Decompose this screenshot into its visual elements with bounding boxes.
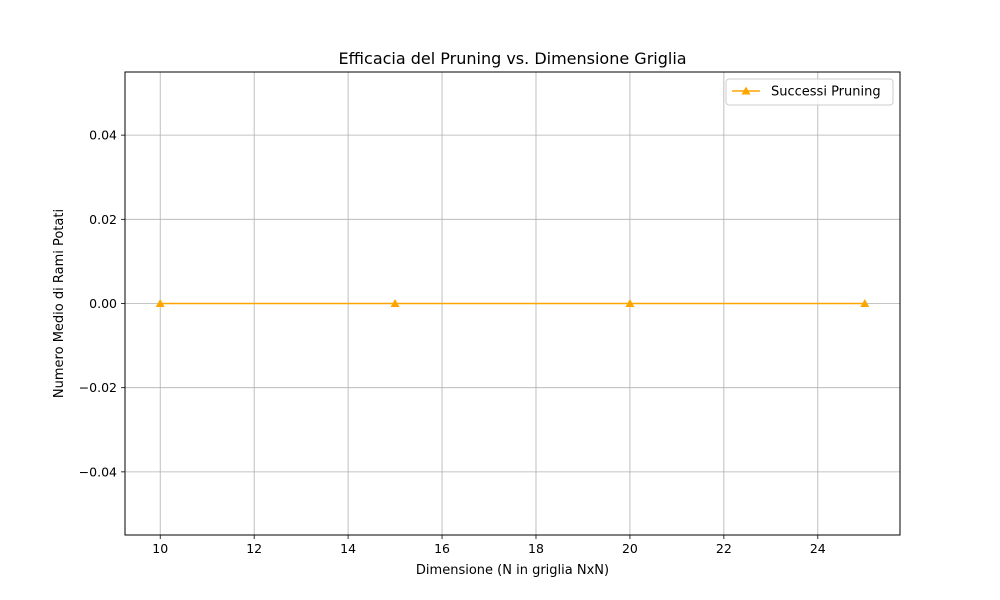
legend: Successi Pruning (725, 78, 894, 106)
x-tick-label: 14 (340, 541, 356, 556)
x-tick-label: 18 (528, 541, 544, 556)
data-point-marker (860, 299, 870, 307)
series-layer (155, 299, 870, 307)
y-tick-label: −0.04 (79, 464, 117, 479)
x-tick-label: 10 (152, 541, 168, 556)
x-axis-label: Dimensione (N in griglia NxN) (416, 563, 609, 578)
y-tick-label: 0.02 (89, 212, 117, 227)
x-axis-ticks: 10 12 14 16 18 20 22 24 (152, 535, 826, 556)
x-tick-label: 12 (246, 541, 262, 556)
data-point-marker (625, 299, 635, 307)
y-tick-label: −0.02 (79, 380, 117, 395)
data-point-marker (155, 299, 165, 307)
y-axis-label: Numero Medio di Rami Potati (52, 209, 67, 398)
legend-box (725, 78, 894, 106)
x-tick-label: 24 (810, 541, 826, 556)
y-tick-label: 0.04 (89, 128, 117, 143)
data-point-marker (390, 299, 400, 307)
y-tick-label: 0.00 (89, 296, 117, 311)
legend-triangle-marker (741, 86, 751, 95)
chart-title: Efficacia del Pruning vs. Dimensione Gri… (338, 49, 686, 68)
x-tick-label: 16 (434, 541, 450, 556)
x-tick-label: 20 (622, 541, 638, 556)
legend-label: Successi Pruning (771, 85, 881, 100)
y-axis-ticks: −0.04 −0.02 0.00 0.02 0.04 (79, 128, 125, 479)
x-tick-label: 22 (716, 541, 732, 556)
